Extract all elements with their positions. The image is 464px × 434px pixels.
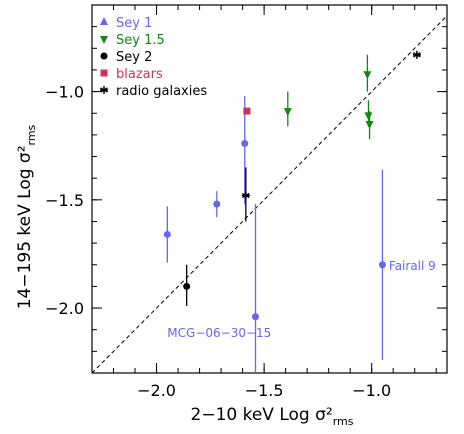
legend-label: Sey 1.5 bbox=[116, 33, 165, 48]
data-point-sey-1-5 bbox=[363, 71, 372, 80]
x-axis-label: 2−10 keV Log σ²rms bbox=[191, 405, 354, 428]
x-tick-label: −2.0 bbox=[137, 381, 176, 400]
legend-label: Sey 2 bbox=[116, 50, 152, 65]
data-point-sey-1 bbox=[163, 230, 171, 238]
data-point-radio-galaxies bbox=[241, 191, 250, 200]
x-axis-label-main: 2−10 keV Log σ² bbox=[191, 405, 333, 425]
x-tick-label: −1.5 bbox=[245, 381, 284, 400]
legend: Sey 1 Sey 1.5 Sey 2 blazars radio galaxies bbox=[100, 16, 207, 99]
data-point-blazars bbox=[243, 107, 251, 115]
legend-label: radio galaxies bbox=[116, 84, 207, 99]
data-point-sey-1-5 bbox=[364, 112, 373, 121]
data-point-sey-1-5 bbox=[283, 108, 292, 117]
y-axis-label-sub: rms bbox=[25, 124, 38, 145]
point-annotation: Fairall 9 bbox=[389, 259, 436, 273]
legend-marker bbox=[100, 52, 108, 60]
y-tick-label: −1.5 bbox=[45, 191, 84, 210]
legend-label: Sey 1 bbox=[116, 16, 152, 31]
data-point-sey-1-5 bbox=[365, 121, 374, 130]
legend-marker bbox=[100, 36, 108, 44]
y-axis-label: 14−195 keV Log σ²rms bbox=[15, 124, 38, 309]
data-point-sey-1 bbox=[252, 313, 260, 321]
plot-area: −2.0 −1.5 −1.0 −2.0 −1.5 −1.0 Fairall 9 MCG−06−… bbox=[45, 4, 448, 400]
x-tick-label: −1.0 bbox=[352, 381, 391, 400]
data-point-sey-1 bbox=[213, 200, 221, 208]
x-axis-label-sub: rms bbox=[333, 415, 354, 428]
legend-label: blazars bbox=[116, 67, 163, 82]
data-point-sey-2 bbox=[183, 282, 191, 290]
legend-marker bbox=[100, 86, 108, 94]
y-tick-label: −2.0 bbox=[45, 299, 84, 318]
legend-marker bbox=[100, 17, 108, 25]
data-point-sey-1 bbox=[241, 140, 249, 148]
legend-marker bbox=[100, 69, 108, 77]
y-axis-label-main: 14−195 keV Log σ² bbox=[15, 145, 35, 309]
plot-frame bbox=[91, 4, 448, 374]
data-point-sey-1 bbox=[378, 261, 386, 269]
point-annotation: MCG−06−30−15 bbox=[167, 326, 271, 340]
y-tick-label: −1.0 bbox=[45, 83, 84, 102]
data-point-radio-galaxies bbox=[412, 50, 421, 59]
